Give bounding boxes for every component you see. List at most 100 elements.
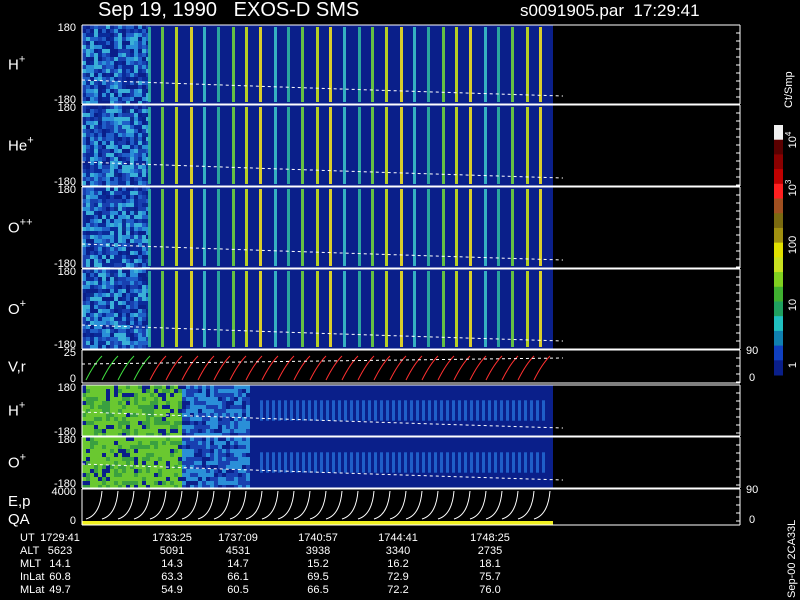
spectrogram-cell xyxy=(102,413,106,417)
spectrogram-cell xyxy=(82,169,86,173)
footer-label: UT xyxy=(20,532,35,544)
spectrogram-cell xyxy=(114,255,118,259)
spectrogram-cell xyxy=(142,259,146,263)
spectrogram-cell xyxy=(242,473,246,477)
spectrogram-cell xyxy=(142,437,146,441)
spectrogram-cell xyxy=(98,145,102,149)
colorbar-segment xyxy=(774,257,783,273)
spectrogram-cell xyxy=(86,385,90,389)
spectrogram-cell xyxy=(230,429,234,433)
spectrogram-stripe xyxy=(427,271,430,347)
spectrogram-cell xyxy=(134,149,138,153)
spectrogram-cell xyxy=(214,401,218,405)
spectrogram-cell xyxy=(94,477,98,481)
spectrogram-cell xyxy=(122,469,126,473)
spectrogram-cell xyxy=(98,251,102,255)
spectrogram-cell xyxy=(118,145,122,149)
spectrogram-stripe xyxy=(539,107,542,184)
spectrogram-stripe xyxy=(217,107,220,184)
spectrogram-stripe xyxy=(455,27,458,102)
spectrogram-cell xyxy=(138,441,142,445)
spectrogram-cell xyxy=(134,211,138,215)
spectrogram-cell xyxy=(218,433,222,437)
spectrogram-cell xyxy=(82,65,86,69)
spectrogram-cell xyxy=(90,345,94,349)
spectrogram-cell xyxy=(214,453,218,457)
spectrogram-cell xyxy=(118,219,122,223)
spectrogram-cell xyxy=(198,385,202,389)
spectrogram-cell xyxy=(90,417,94,421)
spectrogram-cell xyxy=(122,211,126,215)
spectrogram-cell xyxy=(230,465,234,469)
spectrogram-cell xyxy=(194,393,198,397)
spectrogram-cell xyxy=(142,285,146,289)
spectrogram-cell xyxy=(86,113,90,117)
spectrogram-cell xyxy=(154,485,158,489)
spectrogram-cell xyxy=(90,277,94,281)
spectrogram-cell xyxy=(90,457,94,461)
spectrogram-stripe xyxy=(385,189,388,266)
spectrogram-cell xyxy=(166,469,170,473)
spectrogram-cell xyxy=(422,400,425,421)
spectrogram-cell xyxy=(202,441,206,445)
spectrogram-cell xyxy=(114,25,118,29)
spectrogram-cell xyxy=(146,473,150,477)
spectrogram-cell xyxy=(130,289,134,293)
qa-bar xyxy=(82,521,553,525)
spectrogram-cell xyxy=(194,457,198,461)
spectrogram-cell xyxy=(122,465,126,469)
spectrogram-cell xyxy=(114,85,118,89)
spectrogram-cell xyxy=(90,65,94,69)
spectrogram-cell xyxy=(238,477,242,481)
spectrogram-cell xyxy=(234,417,238,421)
spectrogram-cell xyxy=(134,269,138,273)
spectrogram-cell xyxy=(284,452,287,473)
spectrogram-cell xyxy=(246,437,250,441)
spectrogram-cell xyxy=(218,401,222,405)
spectrogram-cell xyxy=(106,57,110,61)
spectrogram-cell xyxy=(118,77,122,81)
spectrogram-cell xyxy=(246,485,250,489)
spectrogram-cell xyxy=(126,45,130,49)
spectrogram-cell xyxy=(178,425,182,429)
spectrogram-cell xyxy=(260,400,263,421)
spectrogram-cell xyxy=(190,405,194,409)
spectrogram-stripe xyxy=(442,27,445,102)
spectrogram-cell xyxy=(82,57,86,61)
spectrogram-cell xyxy=(110,473,114,477)
spectrogram-cell xyxy=(174,453,178,457)
spectrogram-cell xyxy=(302,452,305,473)
spectrogram-cell xyxy=(134,321,138,325)
spectrogram-cell xyxy=(98,445,102,449)
spectrogram-cell xyxy=(126,199,130,203)
spectrogram-cell xyxy=(98,285,102,289)
spectrogram-cell xyxy=(82,49,86,53)
spectrogram-cell xyxy=(150,445,154,449)
spectrogram-cell xyxy=(82,121,86,125)
energy-curve xyxy=(309,490,327,520)
spectrogram-cell xyxy=(118,393,122,397)
spectrogram-cell xyxy=(122,429,126,433)
spectrogram-cell xyxy=(142,219,146,223)
spectrogram-cell xyxy=(230,413,234,417)
spectrogram-cell xyxy=(114,329,118,333)
spectrogram-cell xyxy=(86,191,90,195)
spectrogram-cell xyxy=(130,417,134,421)
spectrogram-stripe xyxy=(343,271,346,347)
spectrogram-cell xyxy=(114,165,118,169)
spectrogram-cell xyxy=(102,69,106,73)
spectrogram-cell xyxy=(82,227,86,231)
spectrogram-cell xyxy=(122,457,126,461)
spectrogram-cell xyxy=(230,425,234,429)
spectrogram-cell xyxy=(182,453,186,457)
spectrogram-cell xyxy=(170,437,174,441)
spectrogram-cell xyxy=(122,117,126,121)
spectrogram-cell xyxy=(126,223,130,227)
spectrogram-cell xyxy=(94,125,98,129)
spectrogram-cell xyxy=(106,69,110,73)
spectrogram-cell xyxy=(186,413,190,417)
spectrogram-stripe xyxy=(301,189,304,266)
spectrogram-cell xyxy=(134,145,138,149)
colorbar-label-sup: 3 xyxy=(784,179,793,184)
